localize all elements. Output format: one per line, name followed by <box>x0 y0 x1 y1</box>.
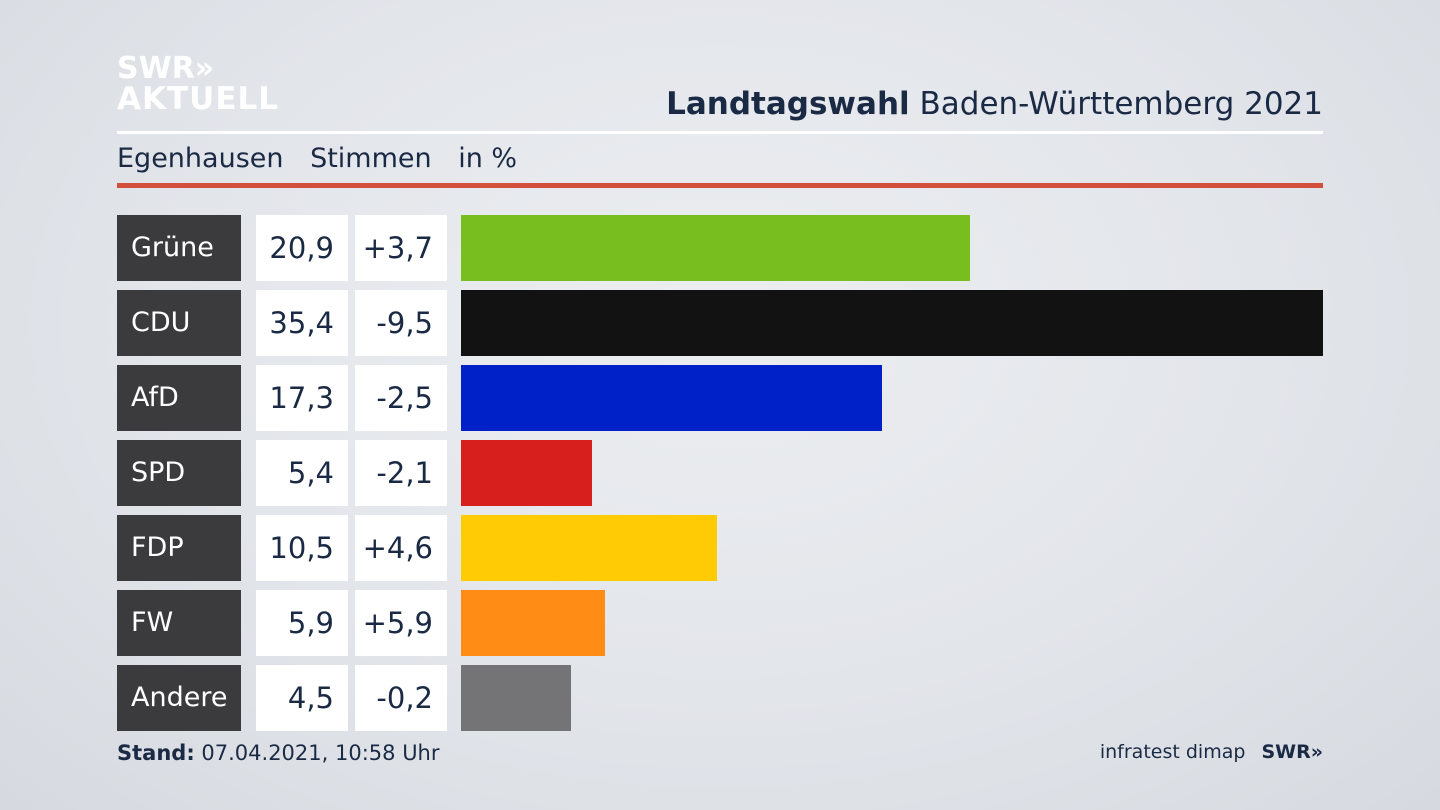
chart-row: Andere 4,5 -0,2 <box>117 665 1323 731</box>
change-label: +3,7 <box>355 215 447 281</box>
party-label: CDU <box>117 290 241 356</box>
timestamp: Stand: 07.04.2021, 10:58 Uhr <box>117 741 440 765</box>
vote-share-label: 17,3 <box>256 365 348 431</box>
party-label: Andere <box>117 665 241 731</box>
unit-label: in % <box>458 143 518 174</box>
party-label: FDP <box>117 515 241 581</box>
logo-line2: AKTUELL <box>117 81 280 117</box>
change-label: -2,5 <box>355 365 447 431</box>
change-label: -2,1 <box>355 440 447 506</box>
vote-share-bar <box>461 365 882 431</box>
vote-share-label: 4,5 <box>256 665 348 731</box>
party-label: Grüne <box>117 215 241 281</box>
change-label: +4,6 <box>355 515 447 581</box>
source-credit: infratest dimap SWR» <box>1100 741 1323 763</box>
vote-share-label: 10,5 <box>256 515 348 581</box>
vote-share-bar <box>461 290 1323 356</box>
vote-share-bar <box>461 515 717 581</box>
vote-share-bar <box>461 215 970 281</box>
change-label: +5,9 <box>355 590 447 656</box>
party-label: FW <box>117 590 241 656</box>
vote-share-label: 5,4 <box>256 440 348 506</box>
chart-row: CDU 35,4 -9,5 <box>117 290 1323 356</box>
header-divider <box>117 131 1323 134</box>
chart-row: FW 5,9 +5,9 <box>117 590 1323 656</box>
chart-subtitle: Egenhausen Stimmen in % <box>117 143 535 174</box>
title-rest: Baden-Württemberg 2021 <box>919 86 1323 122</box>
stand-label: Stand: <box>117 741 195 765</box>
title-bold: Landtagswahl <box>666 86 910 122</box>
accent-divider <box>117 183 1323 188</box>
change-label: -0,2 <box>355 665 447 731</box>
page-title: Landtagswahl Baden-Württemberg 2021 <box>666 86 1323 122</box>
vote-share-label: 35,4 <box>256 290 348 356</box>
chart-row: AfD 17,3 -2,5 <box>117 365 1323 431</box>
chart-row: FDP 10,5 +4,6 <box>117 515 1323 581</box>
logo-line1: SWR» <box>117 51 215 86</box>
party-label: AfD <box>117 365 241 431</box>
location-label: Egenhausen <box>117 143 284 174</box>
stand-value: 07.04.2021, 10:58 Uhr <box>201 741 440 765</box>
party-label: SPD <box>117 440 241 506</box>
chart-row: SPD 5,4 -2,1 <box>117 440 1323 506</box>
source-label: infratest dimap <box>1099 741 1246 763</box>
vote-share-bar <box>461 590 605 656</box>
vote-share-bar <box>461 665 571 731</box>
swr-brand-logo: SWR» <box>1261 741 1323 763</box>
measure-label: Stimmen <box>310 143 432 174</box>
swr-aktuell-logo: SWR» AKTUELL <box>117 51 280 117</box>
vote-share-bar <box>461 440 592 506</box>
vote-share-label: 20,9 <box>256 215 348 281</box>
change-label: -9,5 <box>355 290 447 356</box>
vote-share-label: 5,9 <box>256 590 348 656</box>
chart-row: Grüne 20,9 +3,7 <box>117 215 1323 281</box>
